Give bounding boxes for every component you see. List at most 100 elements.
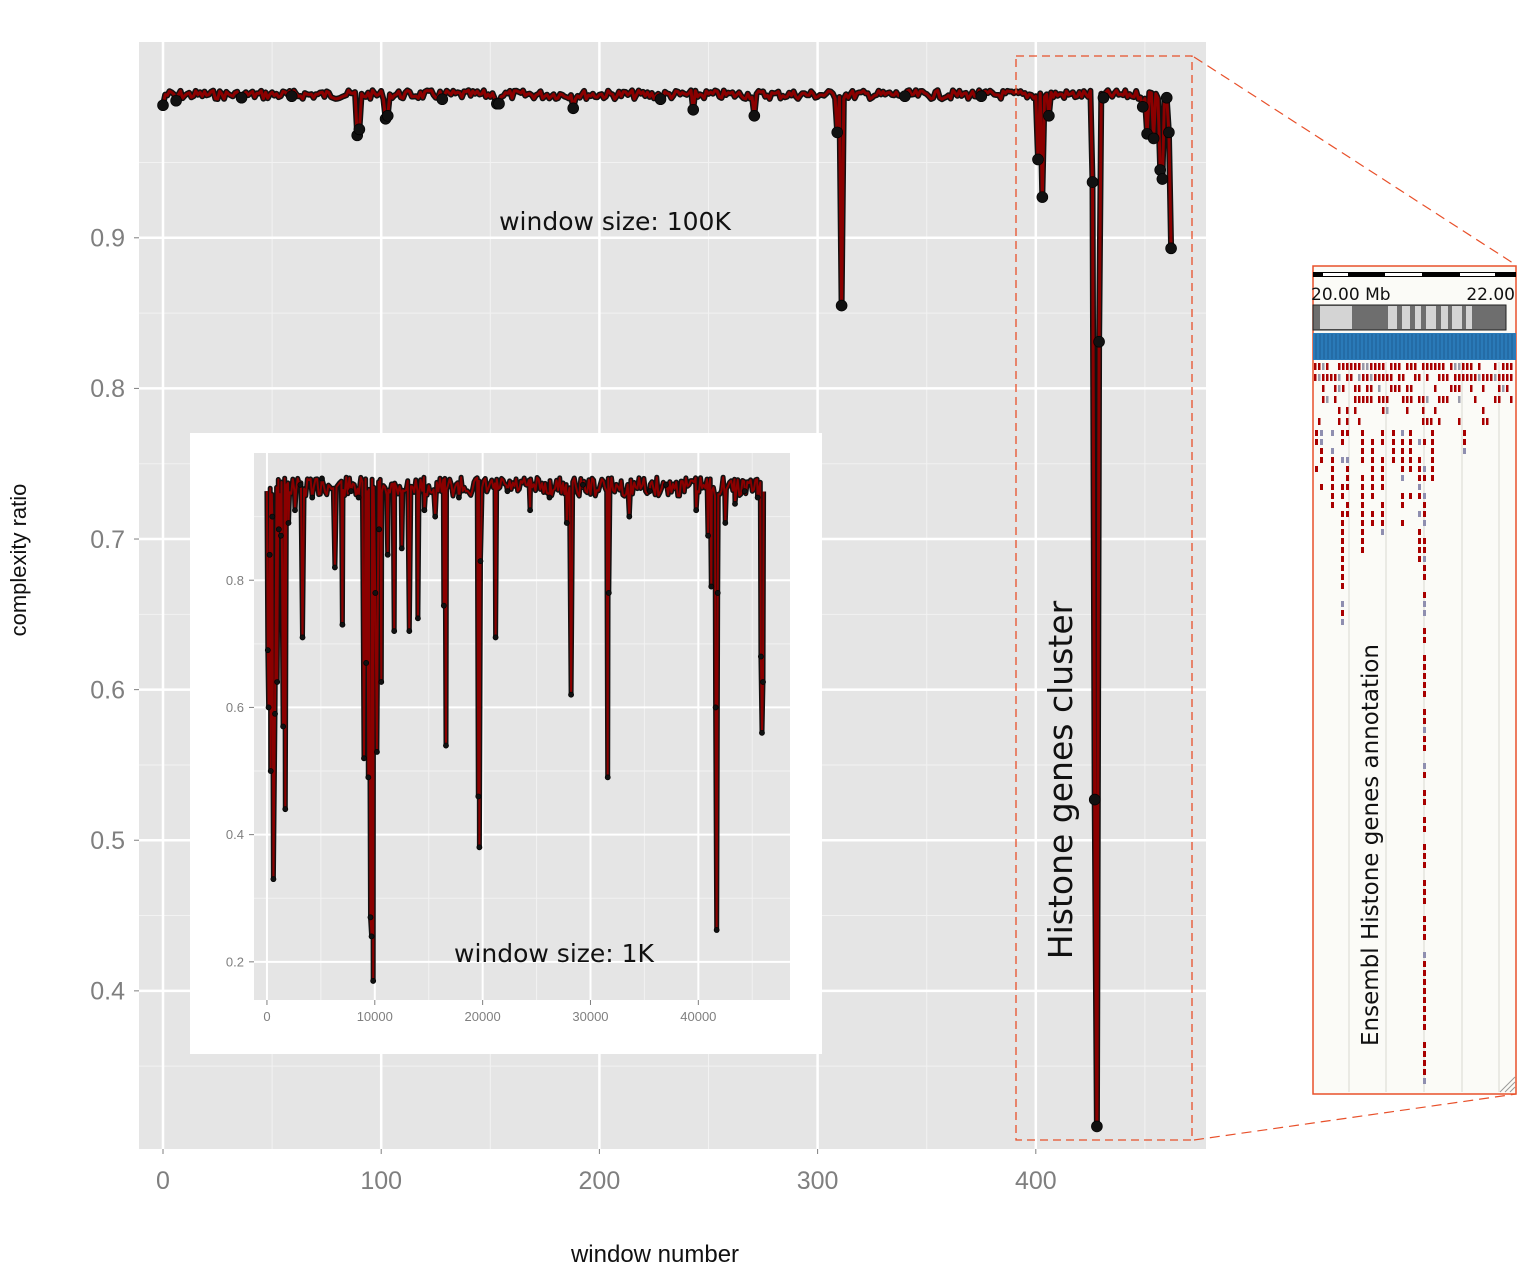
data-point [267,768,274,774]
gene-feature [1434,363,1437,370]
data-point [275,526,282,533]
gene-feature [1394,363,1397,370]
gene-feature [1361,430,1364,436]
inset-annotation: window size: 1K [454,939,655,968]
gene-feature [1423,997,1426,1003]
data-point [563,520,570,526]
gene-feature [1494,363,1497,370]
data-point [477,558,484,565]
gene-feature [1318,418,1321,425]
y-tick-label: 0.4 [226,827,244,842]
y-tick-label: 0.7 [90,526,125,554]
series-line [161,88,1173,1128]
data-point [355,494,362,501]
gene-feature [1418,475,1421,481]
data-point [374,749,380,755]
data-point [299,634,306,641]
gene-feature [1498,396,1501,403]
gene-feature [1434,407,1437,414]
gene-feature [1314,363,1317,370]
gene-feature [1463,448,1466,454]
gene-feature [1381,511,1384,517]
gene-feature [1463,439,1466,445]
gene-feature [1374,374,1377,381]
gene-feature [1414,363,1417,370]
gene-feature [1346,418,1349,425]
gene-feature [1362,363,1365,370]
data-point [376,526,383,533]
gene-feature [1510,363,1513,370]
gene-feature [1346,430,1349,436]
gene-feature [1438,363,1441,370]
main-annotation: window size: 100K [499,207,731,236]
inset-series [264,474,767,984]
gene-feature [1486,418,1489,425]
gene-feature [1370,363,1373,370]
gene-feature [1431,448,1434,454]
gene-feature [1406,385,1409,392]
gene-feature [1502,363,1505,370]
y-tick-label: 0.6 [90,676,125,704]
gene-feature [1381,484,1384,490]
data-point [654,93,667,106]
browser-frame [1312,265,1517,1095]
data-point [504,488,511,495]
gene-feature [1341,538,1344,544]
gene-feature [1378,385,1381,392]
gene-feature [1502,385,1505,392]
gene-feature [1422,396,1425,403]
data-point [415,615,421,622]
gene-feature [1423,763,1426,769]
x-tick-label: 10000 [357,1009,393,1024]
data-point [1032,153,1044,166]
cluster-highlight-box [1015,55,1193,1141]
gene-feature [1401,493,1404,499]
gene-feature [1354,396,1357,403]
gene-feature [1498,374,1501,381]
gene-feature [1474,374,1477,381]
data-point [492,634,499,641]
gene-feature [1341,556,1344,562]
gene-feature [1322,385,1325,392]
gene-feature [1482,374,1485,381]
gene-feature [1409,439,1412,445]
gene-feature [1423,961,1426,967]
gene-feature [1423,547,1426,553]
data-point [391,628,398,634]
gene-feature [1334,396,1337,403]
gene-feature [1358,418,1361,425]
x-tick-label: 0 [156,1167,170,1195]
gene-feature [1423,1015,1426,1021]
gene-feature [1431,439,1434,445]
gene-feature [1350,374,1353,381]
gene-feature [1466,374,1469,381]
data-point [1160,91,1173,104]
gene-feature [1346,374,1349,381]
y-tick-label: 0.8 [90,375,125,403]
gene-feature [1494,396,1497,403]
gene-feature [1338,385,1341,392]
gene-feature [1381,529,1384,535]
data-point [272,710,278,717]
gene-feature [1318,374,1321,381]
gene-feature [1390,363,1393,370]
data-point [705,532,711,539]
gene-feature [1341,547,1344,553]
gene-feature [1423,853,1426,859]
data-point [339,621,346,628]
cluster-label: Histone genes cluster [1041,600,1080,959]
gene-feature [1486,374,1489,381]
gene-feature [1423,772,1426,778]
gene-feature [1331,502,1334,508]
data-point [605,590,612,596]
x-tick-label: 400 [1015,1167,1057,1195]
data-point [713,927,720,933]
gene-feature [1381,466,1384,472]
gene-feature [1423,1078,1426,1084]
gene-feature [1442,374,1445,381]
gene-feature [1334,385,1337,392]
gene-feature [1331,466,1334,472]
data-point [708,583,715,590]
gene-feature [1409,493,1412,499]
